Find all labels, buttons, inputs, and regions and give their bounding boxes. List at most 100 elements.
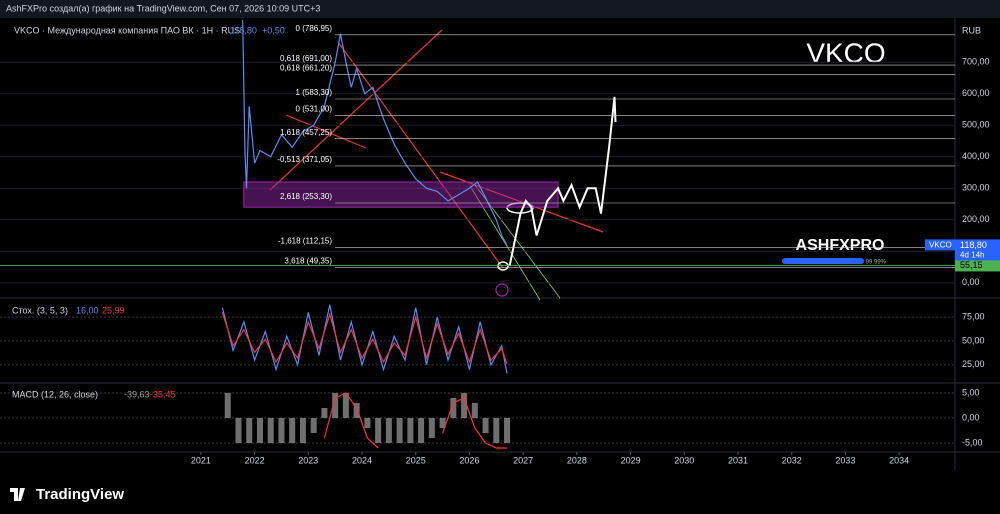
histogram-bar bbox=[493, 418, 500, 443]
fib-label: 1 (583,30) bbox=[296, 88, 333, 97]
footer-logo: TradingView bbox=[36, 486, 124, 503]
histogram-bar bbox=[482, 418, 489, 433]
histogram-bar bbox=[396, 418, 403, 443]
histogram-bar bbox=[375, 418, 382, 443]
logo-icon bbox=[10, 488, 25, 501]
histogram-bar bbox=[461, 393, 468, 418]
watermark-bar bbox=[782, 258, 864, 264]
fib-label: 3,618 (49,35) bbox=[284, 256, 332, 265]
highlight-circle bbox=[497, 261, 509, 271]
legend-value: -39,63 bbox=[124, 389, 150, 399]
symbol-badge bbox=[925, 239, 955, 251]
y-tick-label: 75,00 bbox=[962, 312, 985, 322]
pane-title: MACD (12, 26, close) bbox=[12, 389, 98, 399]
histogram-bar bbox=[353, 403, 360, 418]
x-tick-label: 2026 bbox=[459, 455, 479, 465]
x-tick-label: 2032 bbox=[782, 455, 802, 465]
fib-label: 2,618 (253,30) bbox=[280, 192, 332, 201]
fib-label: 1,618 (457,25) bbox=[280, 128, 332, 137]
y-tick-label: 25,00 bbox=[962, 359, 985, 369]
histogram-bar bbox=[289, 418, 296, 443]
change-text: +0,50 bbox=[262, 25, 285, 35]
author-line: AshFXPro создал(а) график на TradingView… bbox=[6, 3, 320, 13]
histogram-bar bbox=[418, 418, 425, 443]
y-tick-label: 0,00 bbox=[962, 412, 980, 422]
y-tick-label: 50,00 bbox=[962, 335, 985, 345]
trendline bbox=[469, 185, 541, 301]
histogram-bar bbox=[385, 418, 392, 443]
x-tick-label: 2028 bbox=[567, 455, 587, 465]
histogram-bar bbox=[342, 393, 349, 418]
histogram-bar bbox=[332, 393, 339, 418]
pane-title: Стох. (3, 5, 3) bbox=[12, 305, 68, 315]
x-tick-label: 2031 bbox=[728, 455, 748, 465]
currency-label: RUB bbox=[962, 25, 981, 35]
signal-line bbox=[323, 392, 507, 449]
fib-label: 0 (531,00) bbox=[296, 105, 333, 114]
fib-label: 0,618 (661,20) bbox=[280, 64, 332, 73]
x-tick-label: 2024 bbox=[352, 455, 372, 465]
fib-label: 0,618 (691,00) bbox=[280, 54, 332, 63]
legend-value: -35,45 bbox=[150, 389, 176, 399]
plot bbox=[224, 392, 511, 449]
histogram-bar bbox=[321, 408, 328, 418]
indicator-line bbox=[221, 312, 508, 365]
y-tick-label: -5,00 bbox=[962, 437, 983, 447]
fib-label: -1,618 (112,15) bbox=[278, 237, 332, 246]
histogram-bar bbox=[224, 393, 231, 418]
y-tick-label: 200,00 bbox=[962, 214, 990, 224]
support-badge bbox=[955, 260, 1000, 272]
trendline bbox=[337, 41, 504, 269]
watermark: ASHFXPRO bbox=[796, 237, 885, 254]
legend-value: 25,99 bbox=[102, 305, 125, 315]
countdown: 4d 14h bbox=[960, 250, 984, 259]
histogram-bar bbox=[267, 418, 274, 443]
x-tick-label: 2025 bbox=[406, 455, 426, 465]
big-ticker: VKCO bbox=[806, 37, 885, 68]
event-icon bbox=[495, 283, 509, 297]
histogram-bar bbox=[246, 418, 253, 443]
header-bar bbox=[0, 0, 1000, 18]
histogram-bar bbox=[299, 418, 306, 443]
x-tick-label: 2030 bbox=[674, 455, 694, 465]
histogram-bar bbox=[471, 403, 478, 418]
y-tick-label: 700,00 bbox=[962, 57, 990, 67]
trendline bbox=[285, 114, 367, 149]
y-tick-label: 5,00 bbox=[962, 387, 980, 397]
x-tick-label: 2027 bbox=[513, 455, 533, 465]
price-line bbox=[241, 20, 508, 246]
symbol-label: VKCO bbox=[929, 240, 952, 249]
histogram-bar bbox=[256, 418, 263, 443]
last-price-label: 118,80 bbox=[960, 240, 987, 250]
last-price-badge bbox=[955, 239, 1000, 262]
y-tick-label: 0,00 bbox=[962, 277, 980, 287]
x-tick-label: 2033 bbox=[835, 455, 855, 465]
panes bbox=[0, 18, 1000, 470]
histogram-bar bbox=[439, 418, 446, 428]
y-tick-label: 300,00 bbox=[962, 183, 990, 193]
x-tick-label: 2021 bbox=[191, 455, 211, 465]
trendline bbox=[269, 29, 443, 191]
fib-label: 0 (786,95) bbox=[296, 24, 333, 33]
watermark-pct: 99.99% bbox=[866, 260, 887, 266]
x-tick-label: 2023 bbox=[298, 455, 318, 465]
histogram-bar bbox=[235, 418, 242, 443]
symbol-line: VKCO · Международная компания ПАО ВК · 1… bbox=[14, 25, 240, 35]
support-label: 55,15 bbox=[960, 260, 983, 270]
histogram-bar bbox=[504, 418, 511, 443]
x-tick-label: 2022 bbox=[245, 455, 265, 465]
histogram-bar bbox=[450, 398, 457, 418]
y-tick-label: 400,00 bbox=[962, 151, 990, 161]
histogram-bar bbox=[407, 418, 414, 443]
histogram-bar bbox=[310, 418, 317, 433]
x-tick-label: 2034 bbox=[889, 455, 909, 465]
histogram-bar bbox=[428, 418, 435, 438]
y-tick-label: 500,00 bbox=[962, 120, 990, 130]
projection-line bbox=[508, 96, 617, 266]
y-tick-label: 600,00 bbox=[962, 88, 990, 98]
histogram-bar bbox=[364, 418, 371, 428]
x-tick-label: 2029 bbox=[621, 455, 641, 465]
